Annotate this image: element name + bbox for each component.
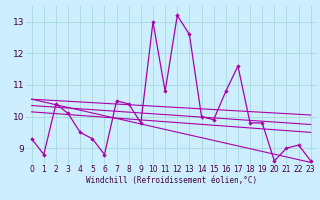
X-axis label: Windchill (Refroidissement éolien,°C): Windchill (Refroidissement éolien,°C) [86,176,257,185]
